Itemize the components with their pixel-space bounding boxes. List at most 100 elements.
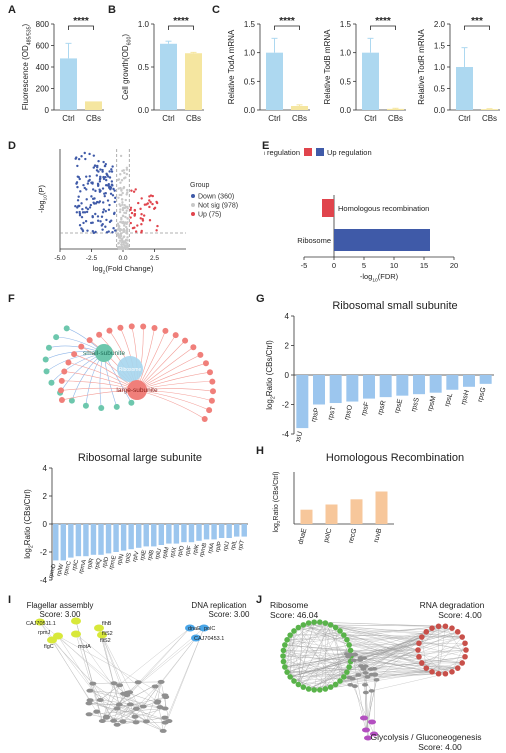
node-ribosome — [280, 653, 286, 659]
panel-label-j: J — [256, 594, 263, 606]
node — [350, 658, 357, 663]
y-axis-label: Relative TodR mRNA — [417, 29, 426, 105]
chart-ls-title: Ribosomal large subunite — [77, 452, 203, 464]
data-point — [75, 182, 78, 185]
data-point — [140, 213, 143, 216]
data-point — [83, 211, 87, 214]
data-point — [122, 243, 125, 246]
glycolysis-score: Score: 4.00 — [418, 742, 462, 752]
edge — [117, 717, 165, 725]
node-ribosome — [284, 637, 290, 643]
chart-h: dnaE polC recG ruvB log2Ratio (CBs/Ctrl) — [273, 472, 394, 545]
node-glycolysis — [368, 719, 376, 725]
data-point — [140, 197, 143, 200]
data-point — [118, 203, 121, 206]
bar-rplL — [233, 524, 240, 537]
bar-ctrl — [266, 52, 283, 110]
data-point — [109, 186, 113, 189]
data-point — [113, 200, 116, 204]
node-rna — [423, 665, 430, 671]
x-tick-label: rplL — [230, 539, 239, 551]
bar-polC — [325, 504, 338, 524]
x-tick-label: 5 — [362, 261, 366, 270]
data-point — [80, 215, 84, 219]
sig-bracket — [68, 25, 94, 30]
node — [126, 702, 134, 707]
x-tick-label: rplC — [72, 559, 81, 572]
node-rna — [419, 660, 425, 666]
node — [349, 677, 356, 681]
data-point — [97, 159, 100, 163]
data-point — [78, 212, 82, 215]
data-point — [94, 189, 97, 193]
data-point — [108, 203, 111, 207]
data-point — [91, 188, 95, 191]
bar-rplF — [188, 524, 195, 543]
panel-label-d: D — [8, 140, 16, 152]
data-point — [126, 236, 129, 239]
bar-rpmD — [53, 524, 59, 561]
node-small — [82, 402, 89, 409]
ribosome-title: Ribosome — [270, 600, 309, 610]
edge — [160, 637, 197, 683]
edge — [367, 636, 422, 678]
edge — [350, 650, 446, 674]
data-point — [95, 200, 99, 204]
dna-score: Score: 3.00 — [209, 610, 250, 619]
edge — [417, 626, 439, 651]
node-large — [182, 337, 189, 344]
y-tick-label: 0.5 — [340, 77, 352, 86]
data-point — [108, 185, 111, 188]
data-point — [77, 157, 81, 161]
x-tick-label: Ctrl — [268, 114, 281, 123]
data-point — [124, 221, 127, 224]
glycolysis-title: Glycolysis / Gluconeogenesis — [370, 732, 481, 742]
node-ribosome — [337, 678, 343, 684]
bar-rplN — [120, 524, 127, 551]
data-point — [102, 208, 106, 211]
edge — [319, 657, 365, 690]
edge — [363, 668, 369, 739]
bar-rplO — [181, 524, 187, 543]
edge — [418, 628, 453, 644]
legend-label: Down (360) — [198, 194, 234, 201]
node — [157, 679, 165, 684]
data-point — [82, 221, 85, 225]
edge — [298, 627, 350, 646]
data-point — [104, 184, 108, 187]
node-dna — [191, 634, 201, 642]
bar-rpsP — [313, 375, 325, 405]
x-axis-label: log2(Fold Change) — [93, 264, 154, 275]
edge — [290, 630, 295, 677]
data-point — [81, 207, 84, 211]
bar-cbs — [85, 101, 102, 110]
y-tick-label: 1.5 — [340, 20, 352, 29]
sig-label: *** — [471, 16, 483, 27]
y-tick-label: 2.0 — [434, 20, 446, 29]
data-point — [117, 242, 120, 245]
data-point — [122, 177, 126, 180]
y-tick-label: 1.0 — [340, 49, 352, 58]
data-point — [93, 197, 96, 200]
x-tick-label: rpsT — [327, 405, 338, 421]
edge — [421, 643, 466, 664]
data-point — [119, 154, 123, 158]
node-large — [71, 351, 78, 358]
node-ribosome — [341, 632, 347, 638]
data-point — [86, 182, 90, 185]
data-point — [130, 211, 134, 215]
panel-label-c: C — [212, 4, 220, 16]
data-point — [110, 168, 113, 171]
edge — [373, 674, 376, 735]
edge — [298, 661, 351, 685]
data-point — [123, 246, 126, 249]
data-point — [119, 220, 122, 224]
node — [131, 714, 139, 719]
node-flagellar — [71, 630, 81, 638]
edge — [287, 668, 364, 673]
data-point — [119, 173, 122, 176]
bar-cbs — [387, 108, 404, 110]
y-tick-label: -2 — [40, 548, 48, 557]
data-point — [125, 166, 129, 169]
